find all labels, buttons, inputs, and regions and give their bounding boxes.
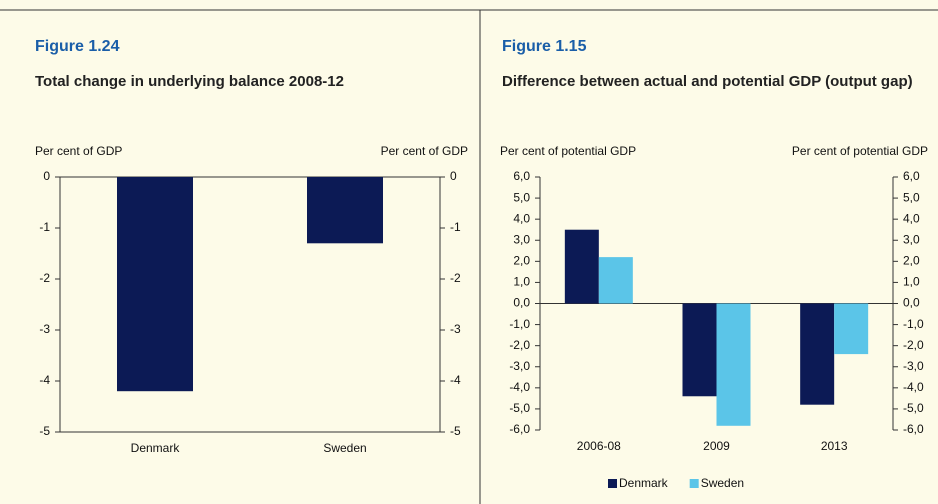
bar [564, 229, 599, 304]
figure-label: Figure 1.24 [35, 38, 120, 55]
y-tick-label: -6,0 [509, 422, 530, 436]
figure-label: Figure 1.15 [502, 38, 587, 55]
y-tick-label: 1,0 [513, 275, 530, 289]
bar [682, 303, 717, 397]
y-tick-label: -4,0 [509, 380, 530, 394]
y2-tick-label: 1,0 [903, 275, 920, 289]
legend-swatch [689, 479, 699, 488]
y2-tick-label: 3,0 [903, 232, 920, 246]
legend-label: Sweden [701, 476, 744, 490]
y-tick-label: 0 [43, 169, 50, 183]
y-tick-label: -1 [39, 220, 50, 234]
y2-tick-label: -2 [450, 271, 461, 285]
y-tick-label: 0,0 [513, 296, 530, 310]
bar [598, 257, 633, 304]
y-tick-label: -3 [39, 322, 50, 336]
y-tick-label: 5,0 [513, 190, 530, 204]
y2-tick-label: -1 [450, 220, 461, 234]
y2-tick-label: -5,0 [903, 401, 924, 415]
y-tick-label: -3,0 [509, 359, 530, 373]
x-tick-label: Denmark [131, 441, 181, 455]
y-tick-label: 6,0 [513, 169, 530, 183]
y2-tick-label: -4,0 [903, 380, 924, 394]
x-tick-label: 2006-08 [577, 439, 621, 453]
y2-tick-label: -6,0 [903, 422, 924, 436]
y2-tick-label: -1,0 [903, 317, 924, 331]
y-tick-label: -4 [39, 373, 50, 387]
y2-axis-label: Per cent of potential GDP [792, 144, 928, 158]
legend-label: Denmark [619, 476, 669, 490]
y-tick-label: -5 [39, 424, 50, 438]
y2-tick-label: 0 [450, 169, 457, 183]
bar [834, 303, 869, 355]
chart-title: Difference between actual and potential … [502, 73, 913, 90]
bar [307, 177, 383, 244]
y-tick-label: -5,0 [509, 401, 530, 415]
y2-tick-label: 6,0 [903, 169, 920, 183]
y-axis-label: Per cent of potential GDP [500, 144, 636, 158]
y-tick-label: -1,0 [509, 317, 530, 331]
y2-axis-label: Per cent of GDP [381, 144, 468, 158]
y2-tick-label: 2,0 [903, 254, 920, 268]
chart-title: Total change in underlying balance 2008-… [35, 73, 344, 90]
y-axis-label: Per cent of GDP [35, 144, 122, 158]
y2-tick-label: -4 [450, 373, 461, 387]
bar [716, 303, 751, 426]
y-tick-label: 3,0 [513, 232, 530, 246]
y2-tick-label: 4,0 [903, 211, 920, 225]
x-tick-label: 2009 [703, 439, 730, 453]
y-tick-label: -2 [39, 271, 50, 285]
y2-tick-label: 0,0 [903, 296, 920, 310]
bar [117, 177, 193, 392]
x-tick-label: 2013 [821, 439, 848, 453]
y2-tick-label: -5 [450, 424, 461, 438]
y2-tick-label: -3,0 [903, 359, 924, 373]
y-tick-label: 2,0 [513, 254, 530, 268]
y2-tick-label: 5,0 [903, 190, 920, 204]
y2-tick-label: -3 [450, 322, 461, 336]
y2-tick-label: -2,0 [903, 338, 924, 352]
x-tick-label: Sweden [323, 441, 366, 455]
legend-swatch [608, 479, 617, 488]
y-tick-label: -2,0 [509, 338, 530, 352]
y-tick-label: 4,0 [513, 211, 530, 225]
bar [800, 303, 835, 405]
